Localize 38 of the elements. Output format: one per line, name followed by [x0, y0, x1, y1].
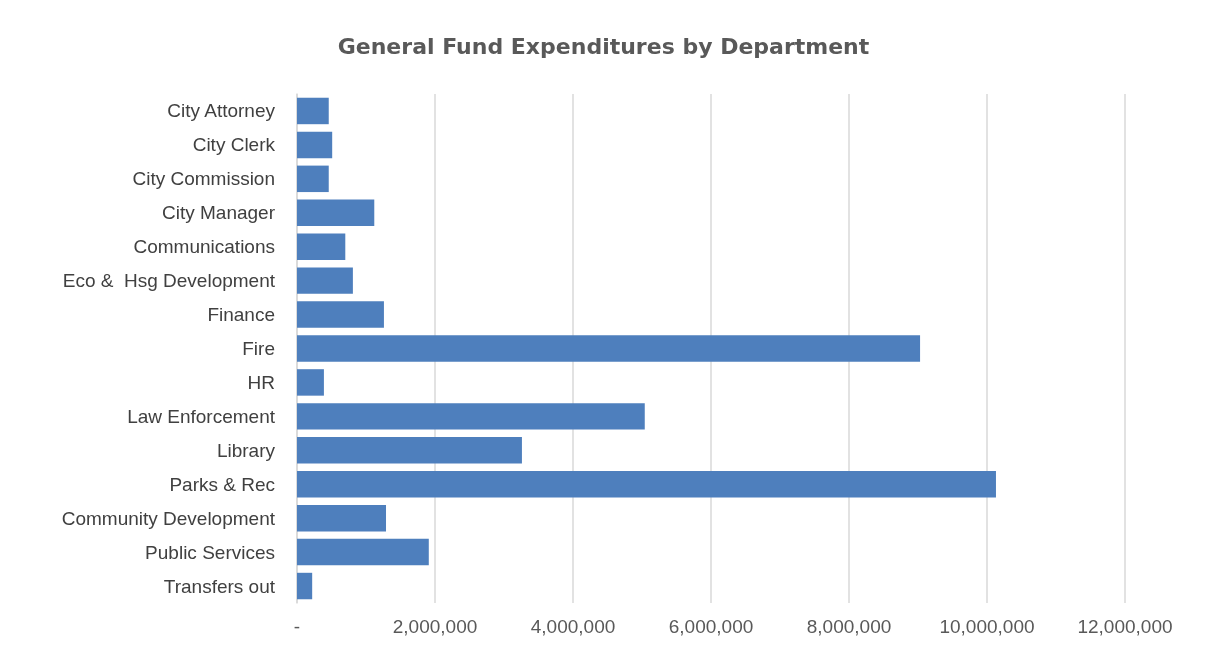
- y-tick-label: Community Development: [61, 507, 276, 529]
- bar: [297, 403, 645, 430]
- bar: [297, 504, 387, 532]
- x-tick-label: -: [293, 616, 301, 637]
- bar: [297, 97, 329, 125]
- y-tick-label: HR: [247, 371, 275, 393]
- bar: [297, 572, 313, 600]
- y-tick-label: Finance: [207, 304, 275, 326]
- y-tick-label: Library: [216, 439, 276, 461]
- bar: [297, 437, 522, 464]
- y-tick-label: Fire: [242, 338, 275, 359]
- y-tick-label: Eco & Hsg Development: [62, 270, 276, 292]
- x-tick-label: 10,000,000: [939, 616, 1035, 637]
- x-tick-label: 12,000,000: [1077, 616, 1173, 637]
- y-tick-label: City Commission: [132, 168, 275, 190]
- bar: [297, 335, 921, 362]
- y-tick-label: Parks & Rec: [169, 473, 275, 495]
- bar: [297, 199, 375, 226]
- x-tick-label: 2,000,000: [392, 616, 478, 637]
- y-tick-label: City Manager: [162, 202, 276, 224]
- y-tick-label: Transfers out: [163, 575, 276, 597]
- bar: [297, 538, 429, 566]
- bar: [297, 165, 329, 193]
- bar: [297, 301, 384, 328]
- chart-title: General Fund Expenditures by Department: [337, 33, 870, 59]
- bar: [297, 471, 996, 498]
- y-tick-label: Law Enforcement: [127, 405, 276, 427]
- y-tick-label: Public Services: [145, 541, 275, 563]
- y-tick-label: City Attorney: [167, 100, 276, 122]
- bar: [297, 267, 353, 294]
- y-tick-label: Communications: [133, 236, 275, 258]
- y-tick-label: City Clerk: [192, 134, 276, 156]
- bar: [297, 131, 333, 159]
- bar: [297, 369, 324, 396]
- x-tick-label: 6,000,000: [668, 616, 754, 637]
- bar: [297, 233, 346, 260]
- x-tick-label: 4,000,000: [530, 616, 616, 637]
- x-tick-label: 8,000,000: [806, 616, 892, 637]
